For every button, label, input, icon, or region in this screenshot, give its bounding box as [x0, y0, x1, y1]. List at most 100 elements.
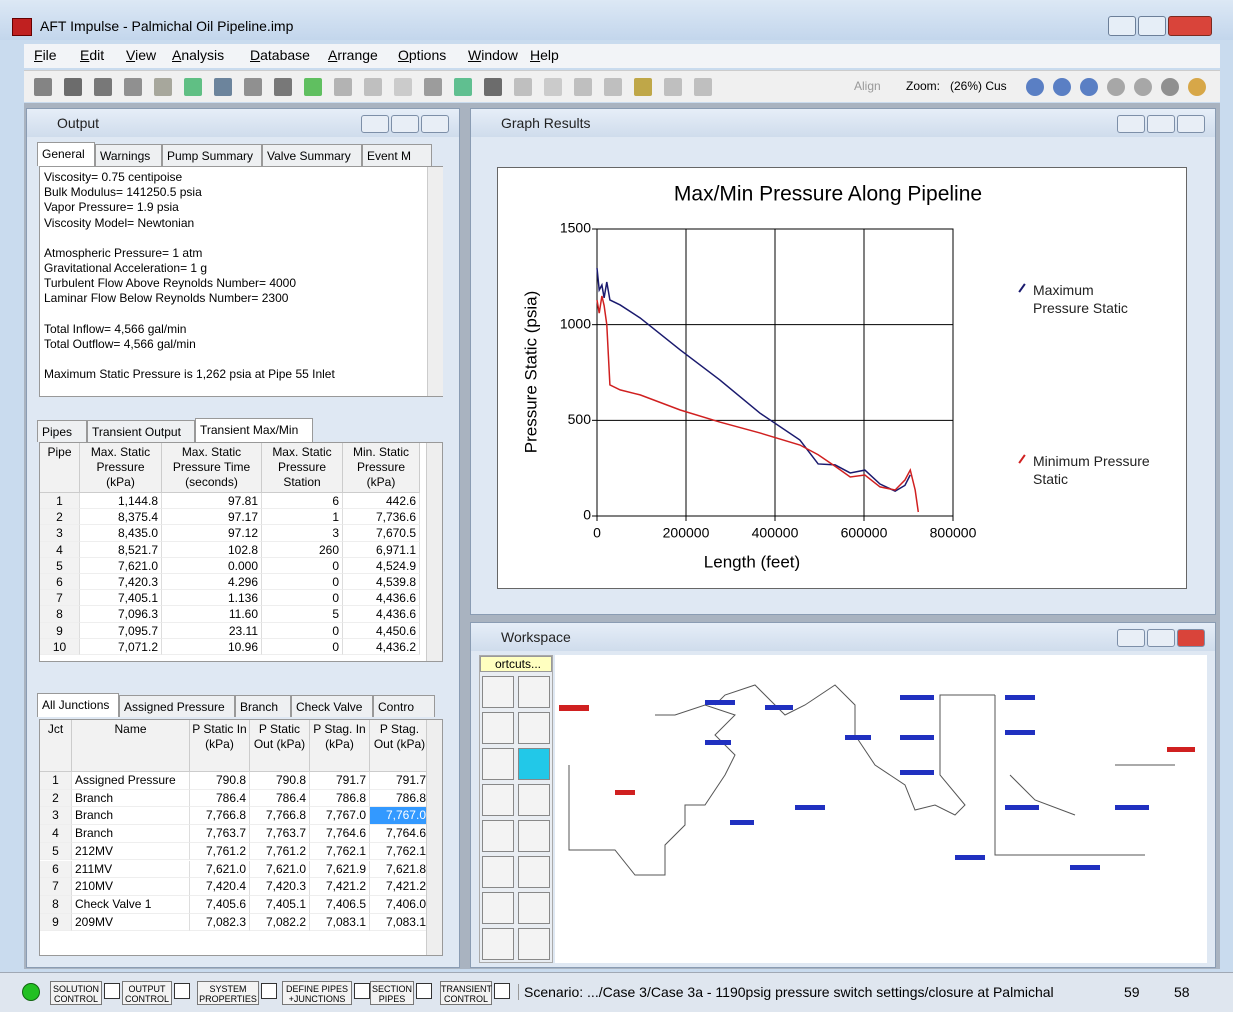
menu-item[interactable]: View [126, 47, 156, 63]
table-cell[interactable]: 0 [262, 623, 343, 639]
table-cell[interactable]: 8,521.7 [80, 542, 162, 558]
tab[interactable]: Pipes [37, 420, 87, 442]
table-cell[interactable]: 11.60 [162, 606, 262, 622]
table-cell[interactable]: 97.81 [162, 493, 262, 509]
status-button[interactable]: SOLUTION CONTROL [50, 981, 102, 1005]
menu-item[interactable]: Arrange [328, 47, 378, 63]
toolbar-button[interactable] [544, 78, 562, 96]
toolbar-button[interactable] [34, 78, 52, 96]
tool-button[interactable] [518, 928, 550, 960]
toolbar-button[interactable] [424, 78, 442, 96]
status-checkbox[interactable] [494, 983, 510, 999]
toolbar-button[interactable] [184, 78, 202, 96]
table-cell[interactable]: 8,375.4 [80, 509, 162, 525]
tool-button[interactable] [482, 820, 514, 852]
toolbar-button[interactable] [1053, 78, 1071, 96]
status-checkbox[interactable] [261, 983, 277, 999]
table-cell[interactable]: 7,405.6 [190, 896, 250, 914]
toolbar-button[interactable] [1026, 78, 1044, 96]
toolbar-button[interactable] [574, 78, 592, 96]
table-cell[interactable]: 6 [40, 574, 80, 590]
tab[interactable]: Contro [373, 695, 435, 717]
toolbar-button[interactable] [64, 78, 82, 96]
table-cell[interactable]: 1,144.8 [80, 493, 162, 509]
maximize-button[interactable] [1147, 115, 1175, 133]
tab[interactable]: Event M [362, 144, 432, 166]
table-cell[interactable]: 1 [262, 509, 343, 525]
toolbar-button[interactable] [304, 78, 322, 96]
table-cell[interactable]: 5 [262, 606, 343, 622]
tool-button[interactable] [482, 712, 514, 744]
table-cell[interactable]: 260 [262, 542, 343, 558]
status-button[interactable]: DEFINE PIPES +JUNCTIONS [282, 981, 352, 1005]
table-cell[interactable]: 1.136 [162, 590, 262, 606]
toolbar-button[interactable] [1080, 78, 1098, 96]
maximize-button[interactable] [391, 115, 419, 133]
table-cell[interactable]: 7,621.0 [80, 558, 162, 574]
toolbar-button[interactable] [214, 78, 232, 96]
tool-button[interactable] [518, 820, 550, 852]
table-cell[interactable]: 97.12 [162, 525, 262, 541]
toolbar-button[interactable] [274, 78, 292, 96]
close-button[interactable] [1177, 629, 1205, 647]
table-cell[interactable]: 7,083.1 [370, 914, 430, 932]
table-cell[interactable]: 2 [40, 790, 72, 808]
table-cell[interactable]: 10 [40, 639, 80, 655]
table-cell[interactable]: 7,763.7 [190, 825, 250, 843]
tool-button[interactable] [482, 856, 514, 888]
tool-button[interactable] [482, 784, 514, 816]
table-cell[interactable]: 102.8 [162, 542, 262, 558]
tab[interactable]: Valve Summary [262, 144, 362, 166]
table-cell[interactable]: 7,421.2 [310, 878, 370, 896]
table-cell[interactable]: 8,435.0 [80, 525, 162, 541]
tab[interactable]: All Junctions [37, 693, 119, 717]
table-cell[interactable]: 1 [40, 493, 80, 509]
status-button[interactable]: TRANSIENT CONTROL [440, 981, 492, 1005]
table-cell[interactable]: 786.8 [370, 790, 430, 808]
table-cell[interactable]: 8 [40, 896, 72, 914]
table-cell[interactable]: 7,763.7 [250, 825, 310, 843]
table-cell[interactable]: 7,767.0 [370, 807, 430, 825]
table-cell[interactable]: 0 [262, 558, 343, 574]
close-button[interactable] [1177, 115, 1205, 133]
toolbar-button[interactable] [484, 78, 502, 96]
table-cell[interactable]: 4 [40, 825, 72, 843]
table-cell[interactable]: 1 [40, 772, 72, 790]
tool-button[interactable] [482, 892, 514, 924]
toolbar-button[interactable] [334, 78, 352, 96]
toolbar-button[interactable] [634, 78, 652, 96]
menu-item[interactable]: Window [468, 47, 518, 63]
table-cell[interactable]: 7,405.1 [80, 590, 162, 606]
table-cell[interactable]: 7 [40, 590, 80, 606]
table-cell[interactable]: 210MV [72, 878, 190, 896]
table-cell[interactable]: 791.7 [310, 772, 370, 790]
tab[interactable]: General [37, 142, 95, 166]
table-cell[interactable]: 4,436.2 [343, 639, 420, 655]
tool-button[interactable] [482, 928, 514, 960]
table-cell[interactable]: 0 [262, 574, 343, 590]
table-cell[interactable]: 7,096.3 [80, 606, 162, 622]
table-cell[interactable]: 4,450.6 [343, 623, 420, 639]
table-cell[interactable]: 7,406.0 [370, 896, 430, 914]
maximize-button[interactable] [1138, 16, 1166, 36]
menu-item[interactable]: Database [250, 47, 310, 63]
table-cell[interactable]: 23.11 [162, 623, 262, 639]
table-cell[interactable]: 7,764.6 [370, 825, 430, 843]
table-cell[interactable]: 211MV [72, 861, 190, 879]
menu-item[interactable]: Options [398, 47, 446, 63]
table-cell[interactable]: 212MV [72, 843, 190, 861]
table-cell[interactable]: 7,095.7 [80, 623, 162, 639]
table-cell[interactable]: 7,082.3 [190, 914, 250, 932]
table-cell[interactable]: 7,405.1 [250, 896, 310, 914]
table-cell[interactable]: 7,762.1 [310, 843, 370, 861]
table-cell[interactable]: 4 [40, 542, 80, 558]
status-button[interactable]: OUTPUT CONTROL [122, 981, 172, 1005]
minimize-button[interactable] [361, 115, 389, 133]
tab[interactable]: Assigned Pressure [119, 695, 235, 717]
tab[interactable]: Warnings [95, 144, 162, 166]
table-cell[interactable]: 4,524.9 [343, 558, 420, 574]
status-checkbox[interactable] [354, 983, 370, 999]
table-cell[interactable]: 4,436.6 [343, 606, 420, 622]
menu-item[interactable]: File [34, 47, 57, 63]
table-cell[interactable]: 7,420.4 [190, 878, 250, 896]
